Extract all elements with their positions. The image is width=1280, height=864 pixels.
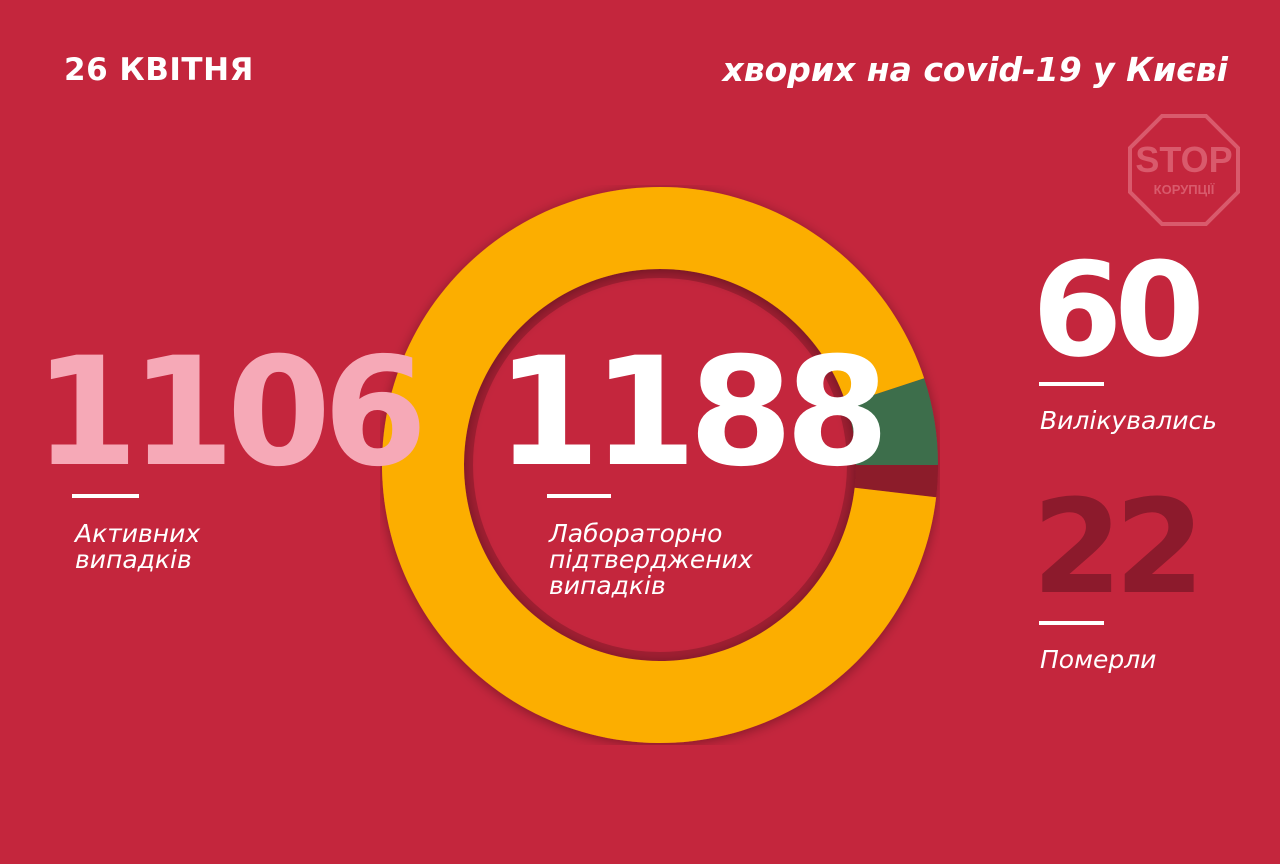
slice-recovered [846, 378, 938, 465]
deaths-number: 22 [1032, 471, 1205, 623]
slice-deaths [854, 465, 938, 498]
slice-active [382, 186, 937, 743]
confirmed-label-line2: підтверджених [549, 545, 753, 574]
confirmed-label-line1: Лабораторно [549, 519, 723, 548]
headline: хворих на covid-19 у Києві [722, 50, 1228, 89]
active-underline [72, 494, 139, 498]
active-label-line1: Активних [75, 519, 201, 548]
date-label: 26 КВІТНЯ [64, 52, 254, 88]
donut-chart [382, 186, 938, 743]
recovered-underline [1039, 382, 1104, 386]
active-label-line2: випадків [75, 545, 192, 574]
deaths-underline [1039, 621, 1104, 625]
active-cases-number: 1106 [34, 326, 427, 500]
recovered-number: 60 [1032, 234, 1205, 386]
recovered-label: Вилікувались [1040, 406, 1217, 435]
confirmed-underline [547, 494, 611, 498]
stop-corruption-logo: STOP КОРУПЦІЇ [1128, 114, 1240, 226]
donut-inner-shadow [463, 268, 857, 662]
logo-stop-text: STOP [1135, 139, 1232, 180]
active-cases-label: Активних випадків [75, 521, 200, 573]
confirmed-cases-label: Лабораторно підтверджених випадків [549, 521, 753, 599]
logo-octagon [1128, 114, 1240, 226]
logo-corruption-text: КОРУПЦІЇ [1154, 182, 1215, 197]
confirmed-cases-number: 1188 [496, 326, 889, 500]
confirmed-label-line3: випадків [549, 571, 666, 600]
deaths-label: Померли [1040, 645, 1157, 674]
